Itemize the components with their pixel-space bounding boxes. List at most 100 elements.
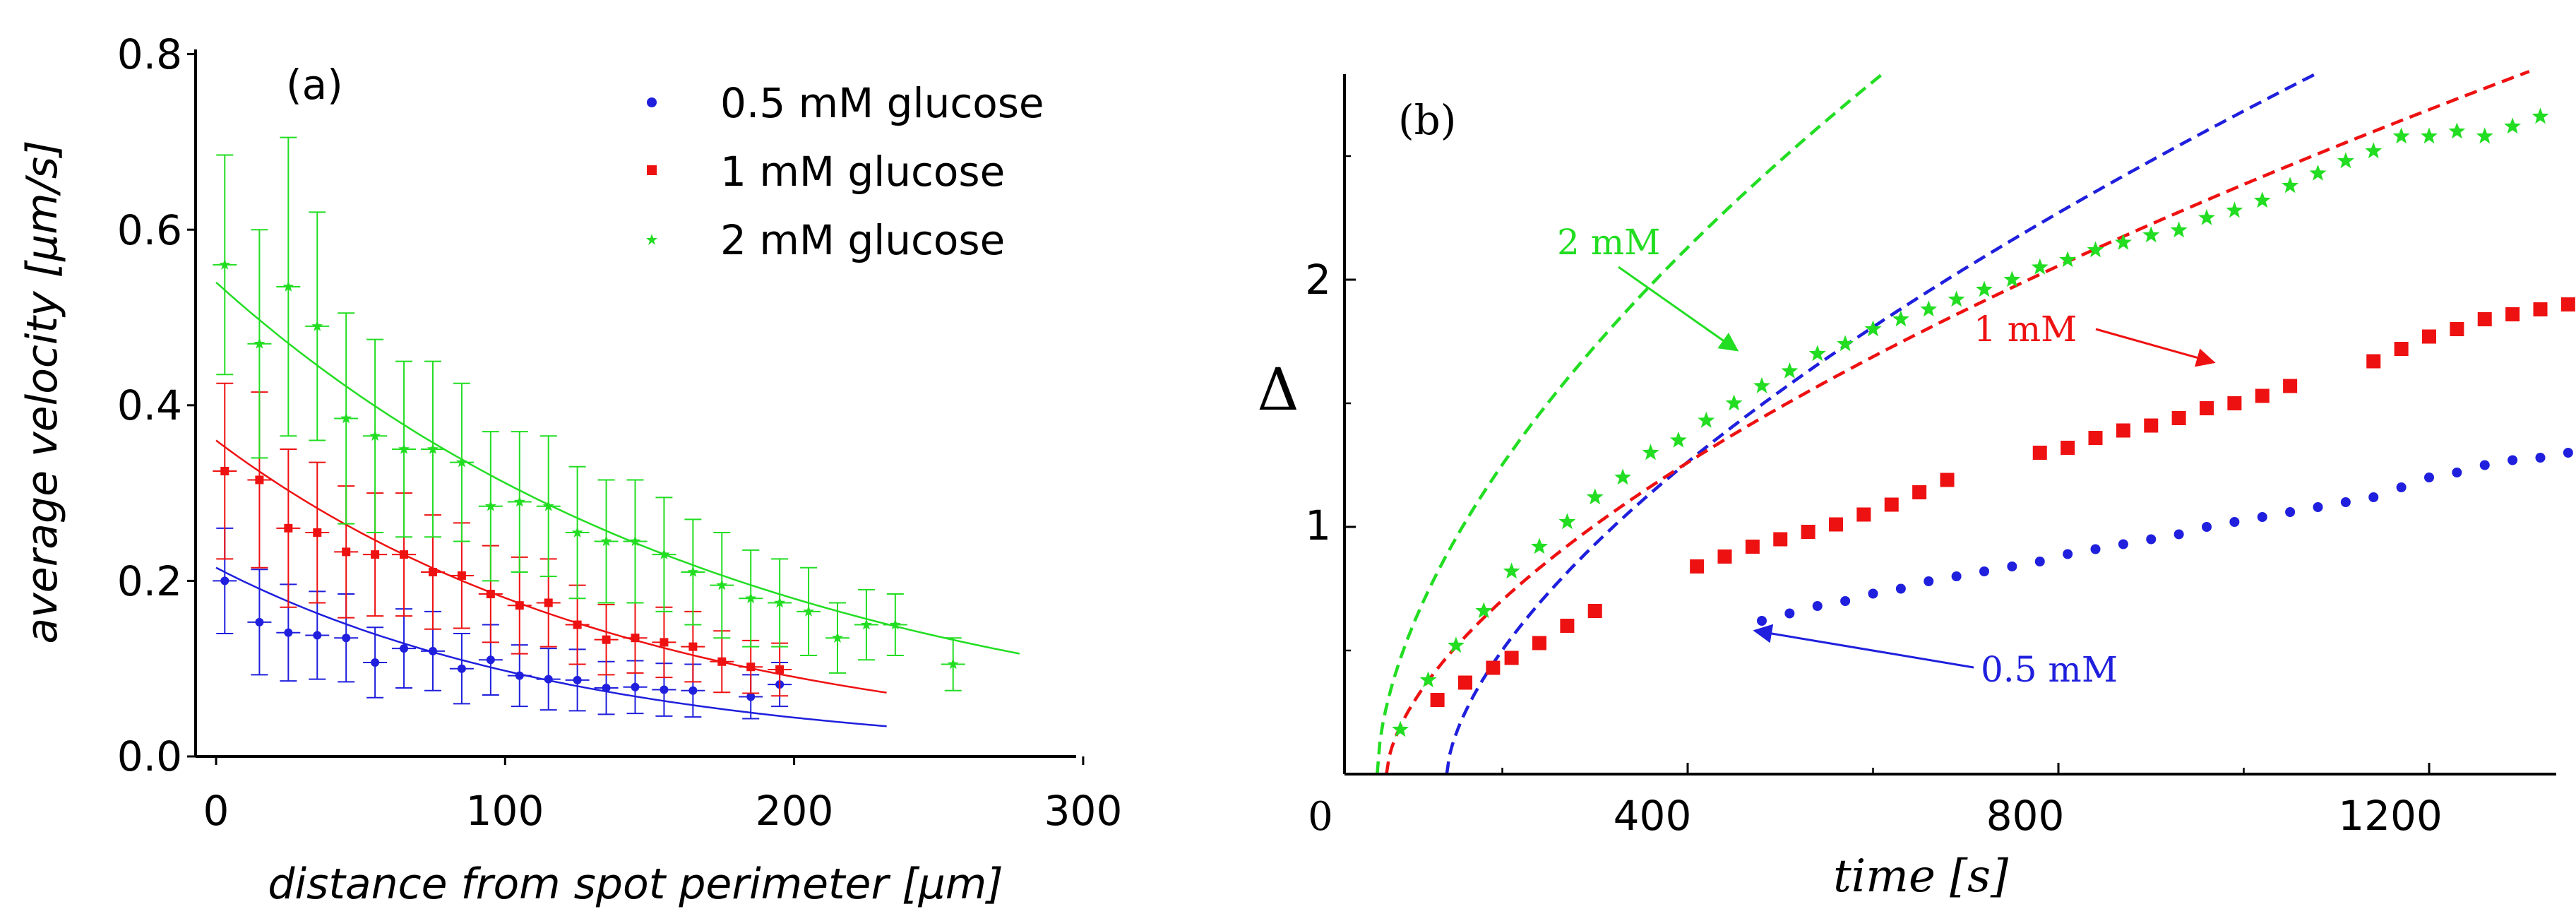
data-marker [369, 429, 381, 441]
panel-b-point-1mM [2032, 446, 2047, 460]
panel-b: 0 400 800 1200 1 2 time [s] Δ (b) 2 mM 1… [1257, 69, 2575, 903]
panel-b-point-2mM [1976, 280, 1993, 297]
panel-a-point-1mM [276, 448, 301, 608]
panel-b-point-2mM [2031, 258, 2049, 275]
panel-b-point-1mM [1856, 507, 1871, 522]
panel-b-point-2mM [2114, 233, 2132, 250]
panel-b-point-2mM [1503, 562, 1520, 579]
annotation-2mM-arrow [1618, 266, 1739, 352]
panel-a-ytick-0.2: 0.2 [117, 557, 182, 605]
panel-b-point-2mM [2365, 142, 2383, 159]
data-marker [573, 620, 582, 629]
panel-a-point-2mM [825, 602, 849, 674]
panel-a-point-2mM [449, 382, 474, 542]
panel-b-xtick-1200: 1200 [2338, 792, 2443, 840]
panel-b-point-1mM [2200, 401, 2214, 415]
panel-a-fit-2mM [215, 281, 1020, 655]
legend-marker-1mM [647, 165, 657, 175]
panel-b-point-2mM [1725, 394, 1743, 411]
panel-a-point-2mM [276, 136, 301, 437]
panel-b-point-2mM [2198, 208, 2215, 225]
data-marker [282, 280, 294, 292]
panel-b-point-2mM [2476, 127, 2493, 144]
panel-a-y-axis-label: average velocity [μm/s] [18, 140, 67, 643]
data-marker [717, 657, 727, 666]
data-marker [427, 443, 439, 454]
panel-a-xtick-100: 100 [466, 787, 544, 835]
panel-a-xtick-200: 200 [756, 787, 834, 835]
panel-b-point-1mM [2366, 354, 2381, 369]
panel-b-point-0_5mM [2146, 534, 2157, 545]
legend-label-2mM: 2 mM glucose [720, 216, 1005, 264]
panel-b-point-0_5mM [2174, 529, 2184, 540]
data-marker [371, 550, 380, 559]
panel-a-point-2mM [392, 360, 417, 538]
panel-b-point-0_5mM [1979, 566, 1989, 576]
panel-a-point-2mM [883, 593, 907, 657]
panel-b-point-2mM [2142, 226, 2160, 243]
panel-b-xtick-800: 800 [1986, 792, 2065, 840]
panel-a-ticks [187, 53, 1085, 765]
panel-a-point-2mM [334, 312, 359, 525]
legend-marker-0.5mM [647, 97, 657, 107]
panel-b-point-1mM [1560, 619, 1575, 633]
panel-b-point-1mM [2255, 388, 2270, 403]
data-marker [542, 500, 554, 511]
panel-a-point-2mM [507, 431, 532, 573]
panel-b-point-0_5mM [1757, 616, 1767, 626]
data-marker [573, 675, 582, 684]
panel-b-point-1mM [2422, 329, 2436, 344]
panel-a-xtick-0: 0 [203, 787, 229, 835]
panel-b-point-2mM [2309, 164, 2327, 181]
panel-a-point-1mM [305, 461, 330, 604]
panel-b-point-0_5mM [1784, 608, 1795, 619]
panel-b-axes: 0 400 800 1200 1 2 time [s] Δ (b) [1257, 74, 2556, 903]
panel-a-point-0_5mM [392, 608, 417, 689]
data-marker [631, 682, 640, 691]
panel-b-point-0_5mM [2007, 561, 2017, 571]
data-marker [832, 631, 843, 643]
data-marker [342, 547, 351, 557]
data-marker [313, 631, 322, 640]
panel-b-point-0_5mM [2452, 468, 2462, 477]
data-marker [457, 664, 466, 673]
panel-b-point-2mM [2448, 122, 2466, 139]
panel-b-point-2mM [1586, 488, 1604, 505]
panel-b-point-1mM [1532, 636, 1546, 650]
data-marker [220, 467, 229, 476]
data-marker [428, 646, 437, 655]
panel-a-ytick-0.8: 0.8 [117, 30, 182, 78]
panel-b-point-2mM [1892, 310, 1909, 327]
panel-b-fit-2mM [1376, 69, 1888, 775]
data-marker [571, 526, 583, 537]
panel-b-point-2mM [1753, 376, 1770, 393]
data-marker [284, 523, 293, 533]
panel-b-point-1mM [1717, 549, 1732, 564]
panel-b-point-2mM [2226, 201, 2243, 218]
data-marker [687, 566, 699, 577]
panel-b-point-0_5mM [1924, 576, 1934, 586]
panel-b-point-2mM [2504, 117, 2522, 134]
panel-b-point-1mM [1458, 675, 1472, 690]
annotation-0.5mM-arrow [1753, 624, 1974, 669]
panel-a-ytick-0.4: 0.4 [117, 381, 182, 429]
panel-b-point-0_5mM [2563, 448, 2573, 458]
data-marker [660, 685, 669, 694]
panel-b-point-1mM [1430, 693, 1445, 707]
panel-a-point-2mM [652, 497, 676, 612]
data-marker [486, 590, 495, 599]
panel-a-point-1mM [363, 492, 388, 617]
panel-b-point-2mM [1531, 537, 1548, 554]
panel-a-xtick-300: 300 [1044, 787, 1123, 835]
data-marker [400, 644, 409, 653]
panel-b-point-1mM [1884, 497, 1899, 512]
panel-a-point-2mM [710, 532, 734, 639]
panel-a-ytick-0.0: 0.0 [117, 732, 182, 780]
legend-label-0.5mM: 0.5 mM glucose [720, 79, 1044, 127]
data-marker [600, 535, 612, 547]
panel-a-point-1mM [768, 642, 792, 697]
panel-a-label: (a) [286, 61, 343, 109]
panel-b-point-0_5mM [2118, 539, 2128, 549]
panel-b-point-1mM [2477, 312, 2492, 326]
